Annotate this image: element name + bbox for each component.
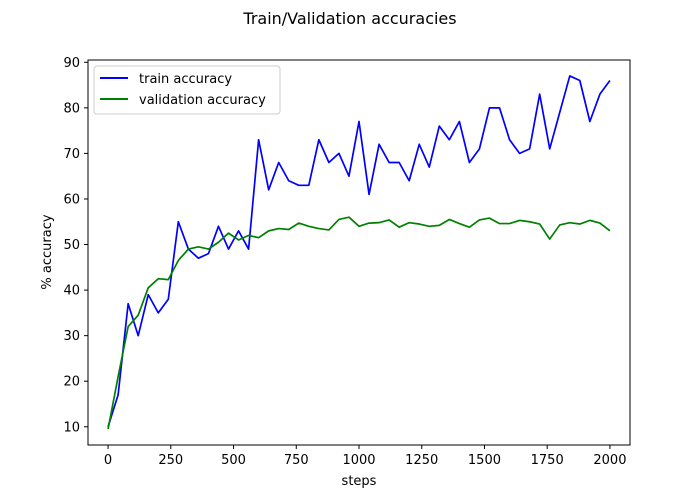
x-tick-label: 0 xyxy=(104,453,112,468)
series-line-validation xyxy=(107,216,611,430)
legend-label-train: train accuracy xyxy=(139,72,232,87)
legend-label-validation: validation accuracy xyxy=(139,93,266,108)
y-tick-label: 40 xyxy=(63,284,80,299)
x-axis: 0 250 500 750 1000 1250 1500 1750 2000 xyxy=(104,445,626,468)
x-tick-label: 500 xyxy=(221,453,246,468)
plot-area xyxy=(87,59,631,446)
y-tick-label: 70 xyxy=(63,147,80,162)
series-line-train xyxy=(107,75,611,428)
y-tick-label: 60 xyxy=(63,192,80,207)
y-axis-label: % accuracy xyxy=(40,214,55,289)
x-tick-label: 1250 xyxy=(405,453,438,468)
x-tick-label: 750 xyxy=(284,453,309,468)
series-layer xyxy=(107,75,611,430)
y-tick-label: 90 xyxy=(63,56,80,71)
legend-box xyxy=(93,65,281,115)
y-tick-label: 50 xyxy=(63,238,80,253)
y-tick-label: 20 xyxy=(63,375,80,390)
y-tick-label: 30 xyxy=(63,329,80,344)
x-tick-label: 250 xyxy=(158,453,183,468)
x-tick-label: 1500 xyxy=(468,453,501,468)
legend: train accuracy validation accuracy xyxy=(93,65,281,115)
x-tick-label: 2000 xyxy=(593,453,626,468)
chart-title: Train/Validation accuracies xyxy=(242,9,456,28)
y-tick-label: 80 xyxy=(63,101,80,116)
y-tick-label: 10 xyxy=(63,420,80,435)
x-tick-label: 1750 xyxy=(531,453,564,468)
x-axis-label: steps xyxy=(342,474,377,489)
y-axis: 10 20 30 40 50 60 70 80 90 xyxy=(63,56,88,435)
x-tick-label: 1000 xyxy=(342,453,375,468)
